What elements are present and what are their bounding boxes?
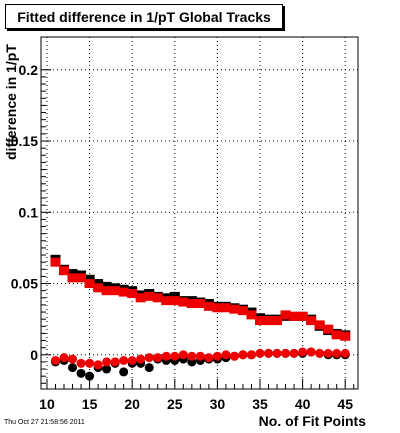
point-circle [93,360,103,370]
point-square [289,311,300,321]
point-square [340,331,351,341]
point-square [50,257,61,267]
chart-title: Fitted difference in 1/pT Global Tracks [5,4,283,29]
point-circle [332,348,342,358]
point-square [297,311,308,321]
point-circle [85,371,95,381]
point-circle [85,358,95,368]
point-square [152,293,163,303]
point-circle [204,353,214,363]
point-circle [110,357,120,367]
point-circle [340,348,350,358]
point-circle [298,347,308,357]
point-square [306,316,317,326]
point-circle [315,348,325,358]
x-tick-label: 20 [124,396,140,412]
point-circle [238,350,248,360]
point-square [263,316,274,326]
point-square [195,298,206,308]
point-circle [178,350,188,360]
point-square [323,324,334,334]
point-square [186,298,197,308]
y-tick-label: 0.05 [11,276,38,292]
point-square [101,286,112,296]
x-axis-label: No. of Fit Points [258,413,366,429]
point-circle [229,351,239,361]
point-circle [59,353,69,363]
point-circle [68,354,78,364]
point-circle [136,354,146,364]
point-square [237,306,248,316]
point-circle [119,355,129,365]
point-square [314,320,325,330]
point-circle [212,351,222,361]
point-square [67,273,78,283]
point-square [93,283,104,293]
point-circle [255,348,265,358]
point-square [110,286,121,296]
point-circle [119,367,129,377]
point-circle [144,363,154,373]
point-square [118,287,129,297]
point-square [331,330,342,340]
point-square [229,304,240,314]
point-circle [170,351,180,361]
point-square [59,266,70,276]
x-tick-label: 30 [210,396,226,412]
data-marks [50,254,351,381]
point-circle [272,348,282,358]
x-tick-label: 40 [295,396,311,412]
point-circle [221,350,231,360]
x-tick-label: 15 [82,396,98,412]
point-square [272,316,283,326]
plot-frame [40,36,359,390]
point-circle [68,363,78,373]
point-square [144,291,155,301]
point-square [76,273,87,283]
point-circle [153,353,163,363]
point-square [246,310,257,320]
point-circle [127,355,137,365]
y-axis-label: difference in 1/pT [3,44,19,160]
point-square [127,289,138,299]
point-square [203,301,214,311]
point-circle [264,348,274,358]
point-circle [102,357,112,367]
axis-ticks: 10 15 20 25 30 35 40 45 0 0.05 0.1 0.15 0.2 [11,62,355,412]
point-circle [76,368,86,378]
point-circle [289,348,299,358]
y-tick-label: 0.2 [19,62,39,78]
point-circle [306,347,316,357]
point-circle [102,364,112,374]
point-circle [50,355,60,365]
y-tick-label: 0.15 [11,133,38,149]
point-circle [161,351,171,361]
point-square [280,310,291,320]
point-square [212,303,223,313]
point-circle [323,348,333,358]
y-tick-label: 0.1 [19,204,39,220]
point-circle [281,348,291,358]
point-circle [187,351,197,361]
point-circle [246,350,256,360]
point-circle [144,353,154,363]
point-circle [195,351,205,361]
x-tick-label: 25 [167,396,183,412]
x-tick-label: 35 [252,396,268,412]
x-tick-label: 10 [39,396,55,412]
point-square [135,293,146,303]
point-square [220,303,231,313]
point-square [255,316,266,326]
y-tick-label: 0 [30,347,38,363]
x-tick-label: 45 [337,396,353,412]
point-square [169,296,180,306]
point-square [84,279,95,289]
point-square [178,297,189,307]
timestamp: Thu Oct 27 21:58:56 2011 [4,419,85,426]
point-circle [76,358,86,368]
point-square [161,296,172,306]
